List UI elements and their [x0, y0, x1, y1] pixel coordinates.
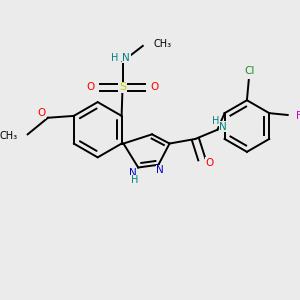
Text: CH₃: CH₃ — [154, 39, 172, 49]
Text: H: H — [111, 53, 118, 63]
Text: S: S — [119, 82, 126, 92]
Text: H: H — [131, 176, 138, 185]
Text: N: N — [219, 122, 227, 132]
Text: F: F — [296, 111, 300, 121]
Text: N: N — [122, 53, 130, 63]
Text: O: O — [151, 82, 159, 92]
Text: N: N — [156, 165, 164, 175]
Text: O: O — [38, 108, 46, 118]
Text: O: O — [86, 82, 94, 92]
Text: O: O — [205, 158, 213, 168]
Text: N: N — [129, 168, 136, 178]
Text: Cl: Cl — [244, 66, 255, 76]
Text: CH₃: CH₃ — [0, 131, 17, 141]
Text: H: H — [212, 116, 219, 125]
